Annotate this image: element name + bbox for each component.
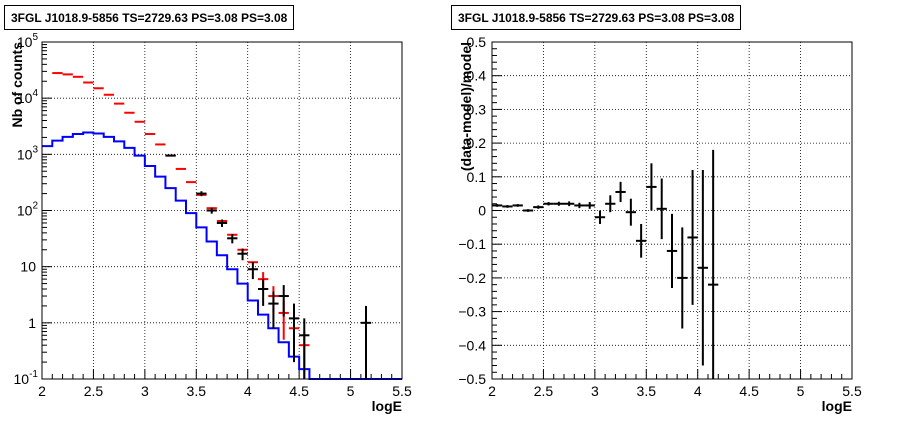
y-axis-label: (data-model)/model [458, 42, 474, 171]
x-tick-label: 2 [488, 383, 496, 399]
x-axis-label: logE [372, 398, 402, 414]
y-tick-label: 1 [28, 315, 36, 331]
residuals-panel: 2 2.5 3 3.5 4 4.5 5 5.5 −0.5 −0.4 −0.3 −0.2 −0.1 0 0.1… [458, 34, 862, 414]
y-tick-label: 0.4 [467, 68, 487, 84]
y-tick-label: 103 [17, 144, 39, 162]
y-tick-label: −0.2 [458, 270, 486, 286]
y-tick-label: −0.1 [458, 236, 486, 252]
x-tick-label: 5.5 [392, 383, 412, 399]
x-tick-label: 5 [347, 383, 355, 399]
y-tick-label: −0.4 [458, 337, 486, 353]
y-tick-label: 0.2 [467, 135, 487, 151]
plot-frame [491, 41, 853, 380]
x-tick-label: 2.5 [534, 383, 554, 399]
x-tick-label: 3 [591, 383, 599, 399]
x-tick-label: 3.5 [637, 383, 657, 399]
x-tick-label: 4.5 [739, 383, 759, 399]
x-tick-label: 4.5 [289, 383, 309, 399]
y-tick-label: 0.5 [467, 34, 487, 50]
y-tick-label: 0 [478, 203, 486, 219]
x-tick-label: 3 [141, 383, 149, 399]
x-tick-label: 3.5 [187, 383, 207, 399]
counts-panel: 2 2.5 3 3.5 4 4.5 5 5.5 10-1 1 10 102 103 104 105 logE N… [9, 32, 412, 414]
x-tick-label: 2.5 [84, 383, 104, 399]
y-tick-label: 10 [20, 259, 36, 275]
y-tick-label: 104 [17, 88, 39, 106]
y-tick-label: −0.3 [458, 304, 486, 320]
x-tick-label: 5 [797, 383, 805, 399]
x-tick-label: 2 [38, 383, 46, 399]
model-step-line [42, 131, 402, 380]
x-tick-label: 5.5 [842, 383, 862, 399]
counts-plot-title: 3FGL J1018.9-5856 TS=2729.63 PS=3.08 PS=… [4, 5, 295, 30]
residuals-plot-title: 3FGL J1018.9-5856 TS=2729.63 PS=3.08 PS=… [451, 5, 742, 30]
y-tick-label: 105 [17, 32, 39, 50]
y-tick-label: 0.1 [467, 169, 487, 185]
y-axis-label: Nb of counts [9, 42, 25, 128]
y-tick-label: 0.3 [467, 101, 487, 117]
plot-frame [41, 41, 403, 380]
y-tick-label: 10-1 [14, 369, 39, 387]
x-tick-label: 4 [694, 383, 702, 399]
y-tick-label: −0.5 [458, 371, 486, 387]
y-tick-label: 102 [17, 201, 39, 219]
x-tick-label: 4 [244, 383, 252, 399]
x-axis-label: logE [822, 398, 852, 414]
